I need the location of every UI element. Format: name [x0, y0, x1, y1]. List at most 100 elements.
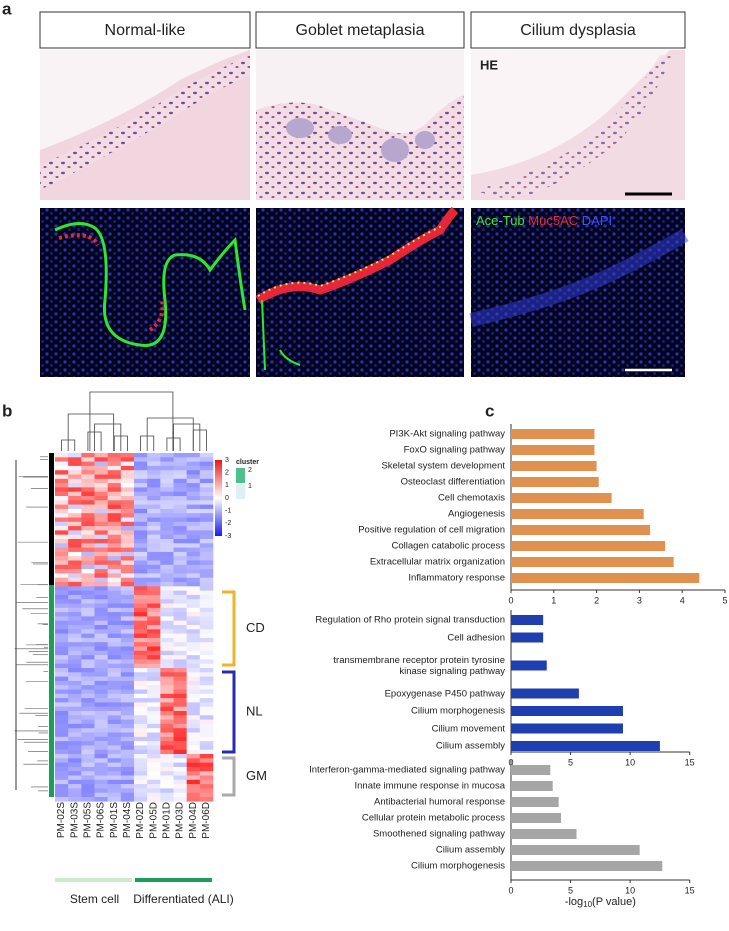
heatmap-cell	[107, 612, 122, 617]
heatmap-cell	[199, 771, 214, 776]
heatmap-cell	[120, 693, 135, 699]
heatmap-cell	[107, 594, 122, 600]
heatmap-cell	[147, 659, 161, 664]
heatmap-cell	[199, 616, 214, 621]
heatmap-cell	[186, 792, 201, 798]
heatmap-cell	[120, 646, 135, 652]
heatmap-cell	[160, 539, 174, 544]
heatmap-cell	[147, 650, 161, 656]
heatmap-cell	[120, 788, 135, 793]
heatmap-cell	[160, 693, 174, 699]
heatmap-cell	[186, 754, 201, 759]
heatmap-cell	[186, 676, 201, 682]
heatmap-cell	[160, 702, 174, 707]
heatmap-cell	[160, 504, 174, 510]
heatmap-cell	[134, 680, 148, 686]
colorbar-tick-label: 2	[225, 470, 229, 477]
category-label: Osteoclast differentiation	[400, 476, 505, 488]
heatmap-cell	[134, 590, 148, 596]
heatmap-cell	[134, 736, 148, 742]
cluster-tick-label: 1	[248, 483, 252, 490]
heatmap-cell	[186, 741, 201, 746]
heatmap-cell	[55, 698, 69, 703]
heatmap-cell	[134, 698, 148, 703]
heatmap-cell	[55, 693, 69, 699]
heatmap-cell	[134, 762, 148, 768]
heatmap-cell	[55, 766, 69, 772]
heatmap-cell	[199, 668, 214, 673]
heatmap-cell	[107, 676, 122, 682]
stain-legend: Ace-Tub Muc5AC DAPI	[476, 213, 612, 228]
heatmap-cell	[134, 560, 148, 566]
heatmap-cell	[55, 594, 69, 600]
category-label: Regulation of Rho protein signal transdu…	[315, 614, 505, 626]
x-tick-label: 15	[685, 885, 695, 895]
heatmap-cell	[107, 478, 122, 484]
heatmap-cell	[107, 487, 122, 492]
heatmap-cell	[199, 702, 214, 707]
heatmap-cell	[94, 642, 108, 647]
heatmap-cell	[173, 508, 187, 514]
heatmap-cell	[120, 594, 135, 600]
heatmap-cell	[160, 513, 174, 518]
heatmap-cell	[120, 685, 135, 690]
heatmap-cell	[107, 616, 122, 621]
heatmap-cell	[147, 637, 161, 643]
heatmap-cell	[186, 711, 201, 716]
column-dendrogram	[67, 413, 115, 451]
x-tick-label: 3	[637, 595, 642, 605]
heatmap-cell	[186, 569, 201, 574]
heatmap-cell	[107, 680, 122, 686]
heatmap-cell	[173, 698, 187, 703]
heatmap-cell	[55, 560, 69, 566]
stain-label: Muc5AC	[528, 213, 578, 228]
heatmap-cell	[134, 792, 148, 798]
heatmap-cell	[68, 659, 82, 664]
heatmap-cell	[120, 715, 135, 720]
heatmap-cell	[81, 728, 95, 733]
heatmap-cell	[134, 496, 148, 501]
heatmap-cell	[173, 487, 187, 492]
heatmap-cell	[134, 491, 148, 497]
heatmap-cell	[186, 779, 201, 785]
heatmap-cell	[81, 517, 95, 523]
heatmap-cell	[55, 496, 69, 501]
heatmap-cell	[94, 577, 108, 583]
heatmap-cell	[186, 625, 201, 630]
heatmap-cell	[120, 655, 135, 660]
bar	[511, 445, 595, 455]
heatmap-cell	[107, 483, 122, 488]
bar	[511, 493, 612, 503]
heatmap-cell	[173, 680, 187, 686]
heatmap-cell	[160, 487, 174, 492]
heatmap-cell	[68, 706, 82, 712]
heatmap-cell	[173, 650, 187, 656]
heatmap-cell	[147, 496, 161, 501]
heatmap-cell	[81, 754, 95, 759]
heatmap-cell	[81, 792, 95, 798]
heatmap-cell	[199, 607, 214, 613]
heatmap-cell	[199, 453, 214, 458]
heatmap-cell	[173, 766, 187, 772]
heatmap-cell	[55, 582, 69, 587]
heatmap-cell	[160, 792, 174, 798]
heatmap-cell	[107, 586, 122, 591]
heatmap-cell	[94, 573, 108, 578]
heatmap-cell	[68, 771, 82, 776]
heatmap-cell	[107, 754, 122, 759]
heatmap-cell	[199, 728, 214, 733]
heatmap-cell	[94, 650, 108, 656]
heatmap-cell	[160, 461, 174, 467]
heatmap-cell	[107, 672, 122, 677]
heatmap-cell	[134, 625, 148, 630]
heatmap-cell	[173, 659, 187, 664]
heatmap-cell	[120, 736, 135, 742]
heatmap-cell	[160, 483, 174, 488]
heatmap-cell	[199, 646, 214, 652]
heatmap-cell	[94, 453, 108, 458]
heatmap-cell	[134, 478, 148, 484]
heatmap-cell	[94, 530, 108, 535]
heatmap-cell	[68, 586, 82, 591]
heatmap-cell	[199, 491, 214, 497]
heatmap-cell	[160, 732, 174, 738]
